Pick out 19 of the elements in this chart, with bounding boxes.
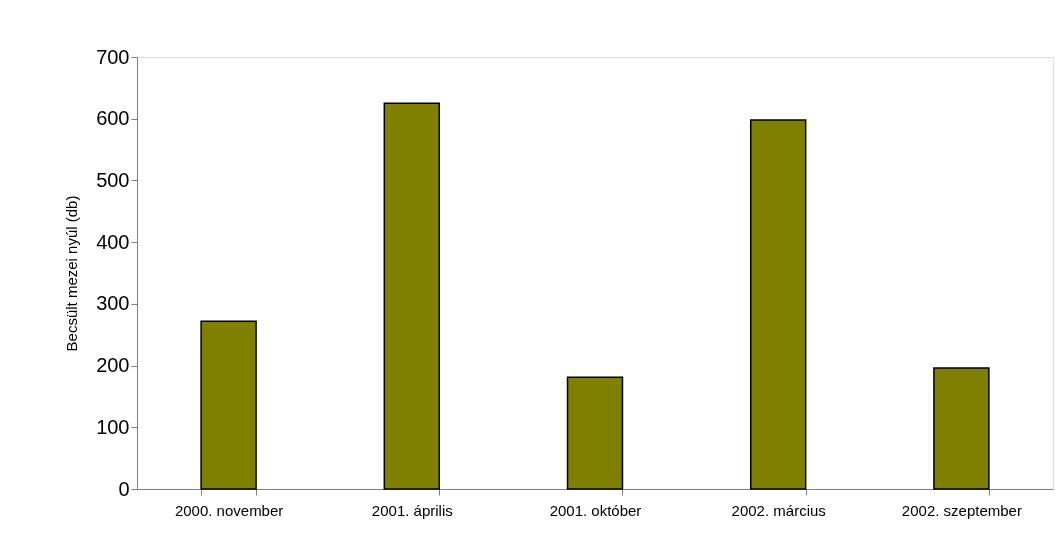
bar — [933, 367, 990, 490]
y-tick-label: 500 — [96, 168, 130, 191]
y-tick-label: 700 — [96, 45, 130, 68]
y-tick-label: 200 — [96, 354, 130, 377]
bar — [383, 102, 441, 490]
x-tick-label: 2002. március — [731, 501, 826, 519]
y-tick-label: 400 — [96, 230, 130, 253]
bar — [200, 320, 257, 490]
x-tick-label: 2001. október — [549, 501, 642, 519]
y-tick-label: 100 — [96, 415, 130, 438]
y-tick-label: 300 — [96, 292, 130, 315]
y-tick-label: 600 — [96, 107, 130, 130]
x-tick-label: 2001. április — [371, 501, 453, 519]
x-tick-label: 2002. szeptember — [901, 501, 1022, 519]
y-axis-title: Becsült mezei nyúl (db) — [63, 195, 81, 352]
x-tick-label: 2000. november — [174, 501, 284, 519]
bar — [749, 119, 807, 490]
y-tick-label: 0 — [118, 477, 130, 500]
bar — [566, 376, 624, 490]
